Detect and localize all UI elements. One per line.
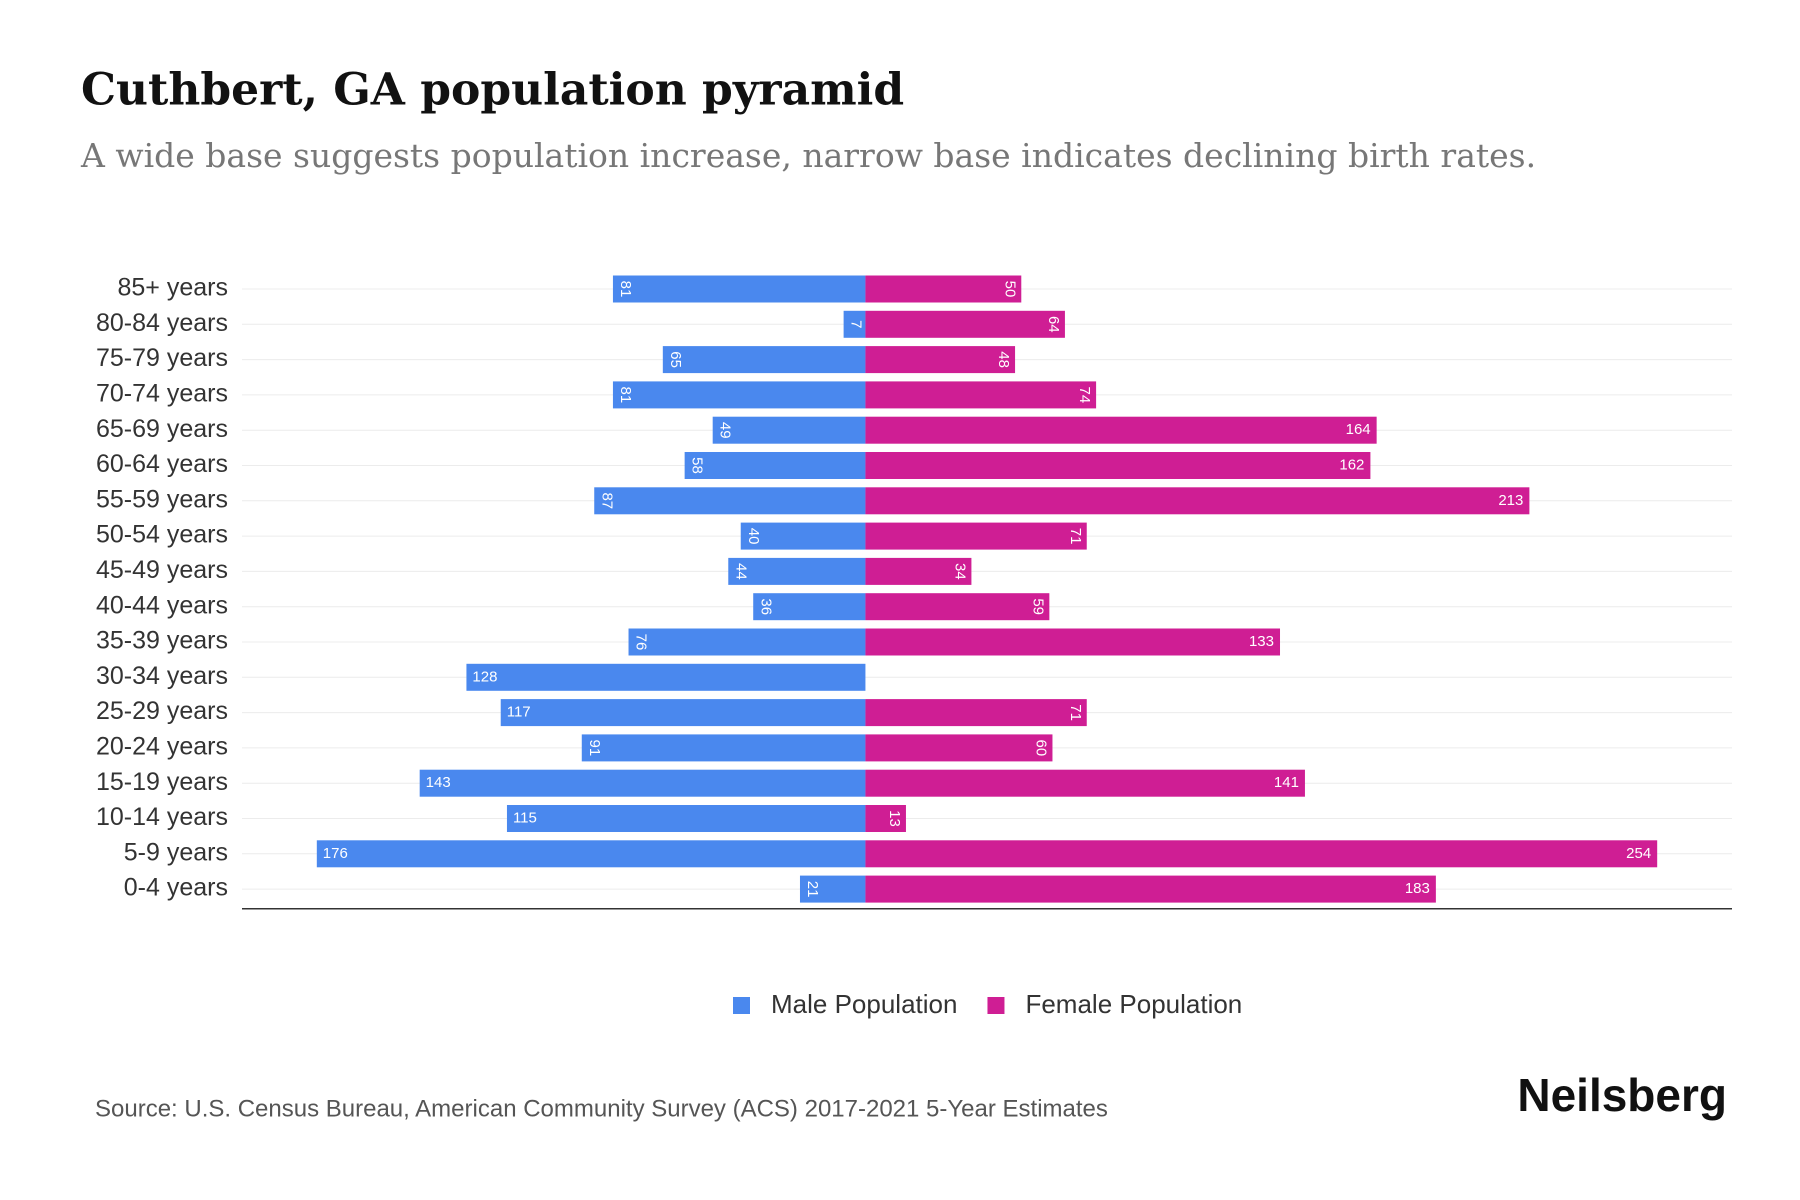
bar [865, 734, 1053, 762]
y-tick-label: 85+ years [118, 274, 229, 302]
y-tick-label: 65-69 years [96, 415, 228, 443]
value-label: 128 [472, 668, 497, 685]
value-label: 91 [586, 740, 603, 757]
value-label: 183 [1405, 880, 1430, 897]
legend-swatch [733, 997, 750, 1014]
source: Source: U.S. Census Bureau, American Com… [95, 1095, 1108, 1122]
value-label: 133 [1249, 633, 1274, 650]
bar [865, 487, 1530, 515]
value-label: 87 [598, 492, 615, 509]
bar [612, 381, 866, 409]
bar [865, 452, 1371, 479]
y-tick-label: 80-84 years [96, 309, 228, 337]
value-label: 59 [1029, 598, 1046, 615]
value-label: 44 [732, 563, 749, 580]
bar [500, 699, 866, 727]
value-label: 162 [1339, 456, 1364, 473]
bar [594, 487, 866, 515]
y-tick-label: 35-39 years [96, 627, 228, 655]
value-label: 21 [804, 881, 821, 898]
value-label: 115 [513, 809, 537, 826]
bar [753, 593, 866, 621]
bar [506, 805, 866, 832]
bar [419, 769, 866, 797]
value-label: 117 [507, 704, 531, 721]
bar [843, 310, 866, 338]
y-tick-label: 50-54 years [96, 521, 228, 549]
bar [865, 275, 1022, 303]
y-tick-label: 15-19 years [96, 768, 228, 796]
bar [628, 628, 866, 656]
bar [865, 346, 1016, 374]
chart-title: Cuthbert, GA population pyramid [81, 65, 904, 116]
y-tick-label: 55-59 years [96, 485, 228, 513]
value-label: 48 [995, 351, 1012, 368]
chart-subtitle: A wide base suggests population increase… [80, 136, 1536, 175]
y-tick-label: 20-24 years [96, 733, 228, 761]
y-tick-label: 45-49 years [96, 556, 228, 584]
value-label: 76 [633, 634, 650, 651]
y-tick-label: 40-44 years [96, 591, 228, 619]
bar [865, 557, 972, 585]
bar [865, 381, 1097, 409]
bar [865, 593, 1050, 621]
y-tick-label: 75-79 years [96, 344, 228, 372]
value-label: 81 [617, 281, 634, 298]
value-label: 81 [617, 387, 634, 404]
bar [799, 875, 866, 903]
bar [865, 628, 1281, 656]
value-label: 164 [1346, 421, 1371, 438]
bar [740, 522, 866, 550]
value-label: 7 [848, 320, 865, 328]
bar [581, 734, 866, 762]
y-tick-label: 25-29 years [96, 697, 228, 725]
y-tick-label: 60-64 years [96, 450, 228, 478]
value-label: 40 [745, 528, 762, 545]
bar [662, 346, 866, 374]
value-label: 49 [717, 422, 734, 439]
legend-label: Male Population [771, 989, 957, 1019]
value-label: 60 [1032, 740, 1049, 757]
value-label: 141 [1274, 774, 1299, 791]
value-label: 176 [323, 845, 348, 862]
value-label: 34 [951, 563, 968, 580]
value-label: 13 [886, 810, 903, 827]
value-label: 74 [1076, 387, 1093, 404]
bar [865, 875, 1436, 903]
value-label: 71 [1067, 528, 1084, 545]
legend-label: Female Population [1025, 989, 1242, 1019]
brand-logo: Neilsberg [1517, 1069, 1727, 1121]
y-tick-label: 5-9 years [124, 838, 228, 866]
value-label: 64 [1045, 316, 1062, 333]
y-tick-label: 0-4 years [124, 874, 228, 902]
value-label: 65 [667, 351, 684, 368]
value-label: 58 [689, 457, 706, 474]
value-label: 71 [1067, 704, 1084, 721]
value-label: 143 [426, 774, 451, 791]
value-label: 213 [1498, 492, 1523, 509]
bar [712, 416, 866, 444]
bar [865, 840, 1658, 868]
legend-swatch [987, 997, 1005, 1014]
bar [612, 275, 866, 303]
y-tick-label: 70-74 years [96, 380, 228, 408]
bar [865, 769, 1305, 797]
bar [728, 557, 866, 585]
bar [316, 840, 866, 868]
bar [865, 805, 906, 832]
value-label: 36 [757, 598, 774, 615]
bar [865, 416, 1377, 444]
y-tick-label: 30-34 years [96, 662, 228, 690]
bar [684, 452, 866, 479]
bar [865, 522, 1087, 550]
value-label: 254 [1626, 845, 1651, 862]
y-tick-label: 10-14 years [96, 803, 228, 831]
bar [865, 699, 1087, 727]
bar [466, 663, 866, 691]
bar [865, 310, 1065, 338]
value-label: 50 [1001, 281, 1018, 298]
